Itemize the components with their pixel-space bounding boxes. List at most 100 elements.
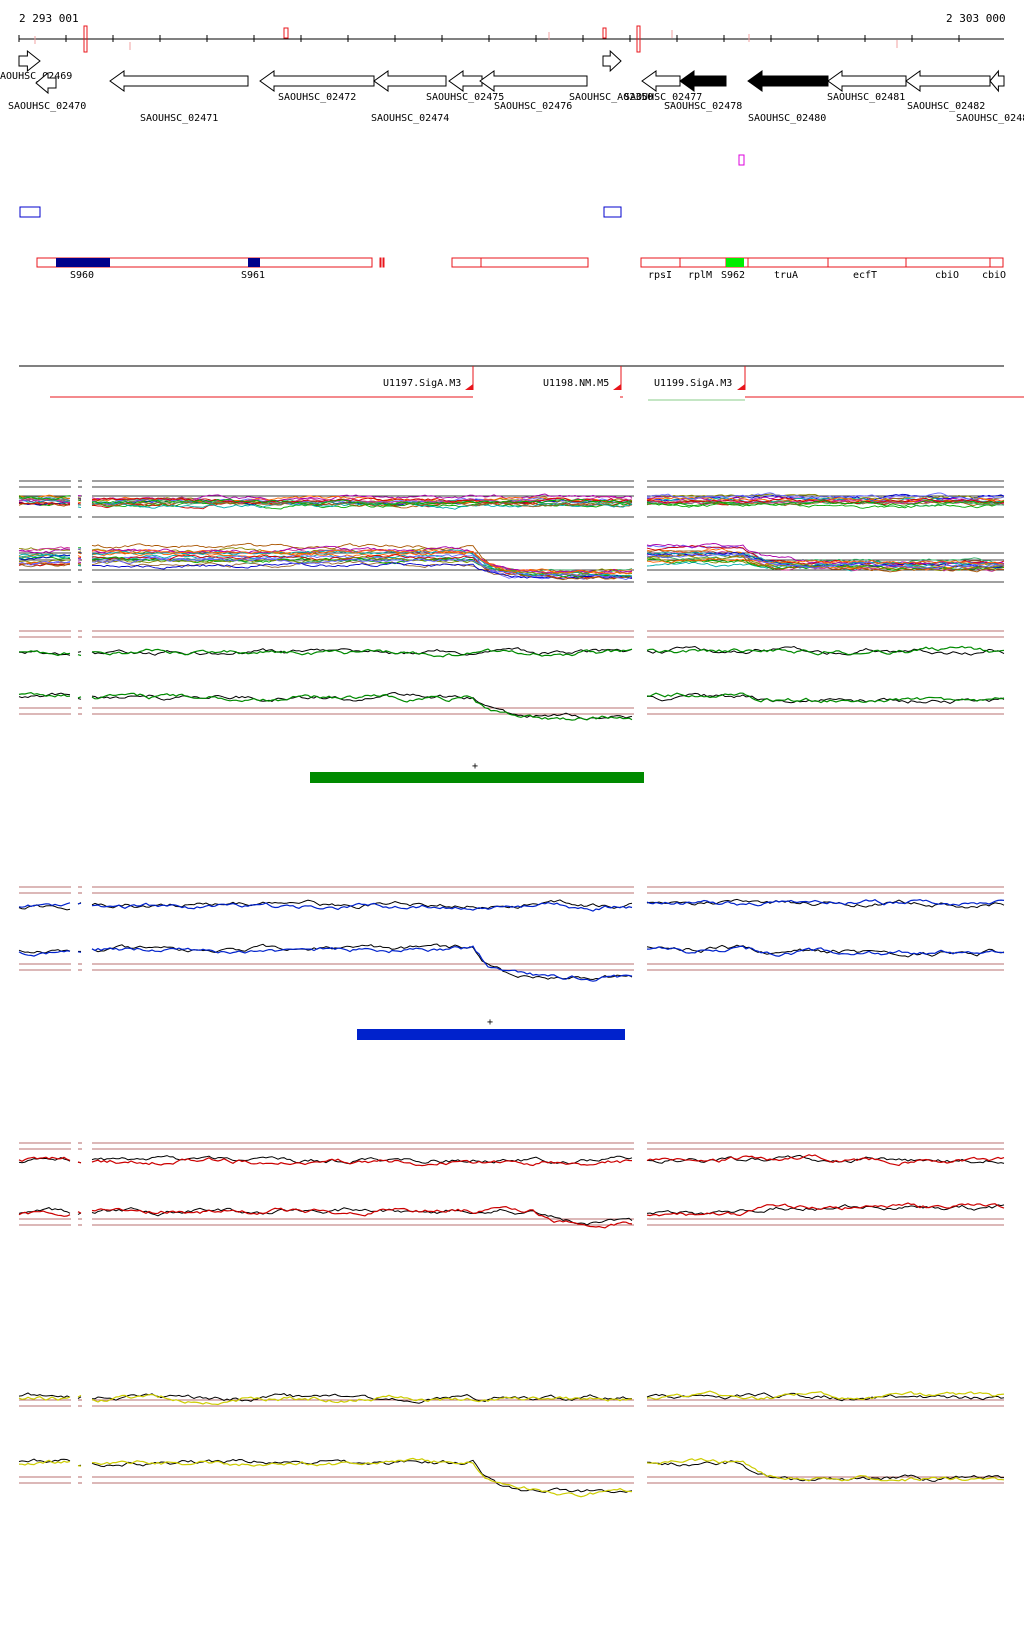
feature-boxes [19,154,745,218]
expression-trace [646,492,1005,500]
expression-trace [77,502,82,505]
bar-label: + [472,761,478,772]
expression-trace [18,1459,71,1466]
gene-arrow [989,69,1005,93]
promoter-flag [613,384,621,390]
expression-trace [18,498,71,504]
segment-label: S961 [241,270,265,281]
expression-trace [77,552,82,555]
highlight-bar [310,772,644,783]
expression-trace [77,1394,82,1398]
expression-trace [646,500,1005,507]
expression-trace [646,1390,1005,1401]
expression-trace [18,902,71,908]
expression-trace [18,1210,71,1217]
segment-fill [248,258,260,267]
expression-trace [77,651,82,653]
gene-arrow [479,70,588,92]
expression-trace [91,945,633,982]
expression-trace [18,561,71,566]
expression-trace [91,501,633,510]
expression-trace [77,696,82,699]
ruler-mark [636,25,641,53]
expression-trace [646,1457,1005,1482]
segment-fill [726,258,744,267]
segment-box [640,257,1004,268]
expression-trace [91,501,633,510]
expression-trace [18,1156,71,1162]
expression-trace [646,898,1005,907]
gene-label: SAOUHSC_02472 [278,92,356,103]
gene-arrow [827,70,907,92]
coord-left: 2 293 001 [19,12,79,25]
feature-box-magenta [738,154,745,166]
expression-trace [91,1157,633,1167]
gene-arrow [373,70,447,92]
expression-panel-all [18,480,1005,583]
expression-trace [91,648,633,658]
gene-label: SAOUHSC_02477 [624,92,702,103]
expression-trace [91,498,632,506]
feature-box-blue [603,206,622,218]
expression-trace [646,553,1005,570]
expression-trace [91,1393,633,1406]
expression-trace [91,1205,633,1229]
expression-trace [646,692,1005,704]
promoter-flag [465,384,473,390]
expression-trace [18,950,71,957]
expression-trace [91,497,633,506]
expression-trace [77,499,82,502]
expression-trace [77,1161,82,1164]
expression-trace [77,1465,82,1467]
expression-trace [646,1154,1005,1167]
ruler-mark [602,27,607,39]
expression-trace [77,1211,82,1214]
coord-right: 2 303 000 [946,12,1006,25]
gene-arrow [18,49,41,73]
gene-arrow [448,70,483,92]
expression-trace [77,654,82,657]
segment-box [451,257,589,268]
expression-trace [646,1392,1005,1402]
expression-trace [77,561,82,563]
gene-arrow [679,70,727,92]
gene-arrow [602,49,622,73]
gene-label: SAOUHSC_02475 [426,92,504,103]
expression-trace [77,506,82,509]
expression-trace [646,551,1005,572]
highlight-bar [357,1029,625,1040]
expression-trace [91,542,633,581]
segment-label: cbiO [982,270,1006,281]
expression-trace [646,558,1005,565]
expression-trace [18,562,71,567]
expression-trace [647,555,1005,565]
expression-trace [18,691,71,698]
segment-label: cbiO [935,270,959,281]
expression-trace [646,1204,1005,1215]
promoter-label: U1199.SigA.M3 [654,378,732,389]
expression-trace [18,502,71,506]
expression-trace [19,553,71,559]
expression-trace [91,556,633,575]
gene-arrow [905,70,991,92]
segment-label: truA [774,270,798,281]
ruler-mark [283,27,289,39]
gene-arrow [641,70,681,92]
promoter-flag [737,384,745,390]
gene-label: SAOUHSC_02469 [0,71,72,82]
expression-trace [91,549,633,577]
expression-trace [646,945,1005,957]
expression-trace [77,1396,82,1400]
expression-trace [18,904,71,911]
segment-label: rplM [688,270,712,281]
expression-trace [91,556,633,580]
expression-trace [646,499,1005,507]
expression-trace [77,902,82,905]
expression-trace [91,901,633,912]
expression-trace [77,951,82,953]
gene-label: SAOUHSC_02471 [140,113,218,124]
bar-label: + [487,1017,493,1028]
promoter-label: U1197.SigA.M3 [383,378,461,389]
expression-trace [91,549,633,575]
expression-trace [18,501,71,507]
